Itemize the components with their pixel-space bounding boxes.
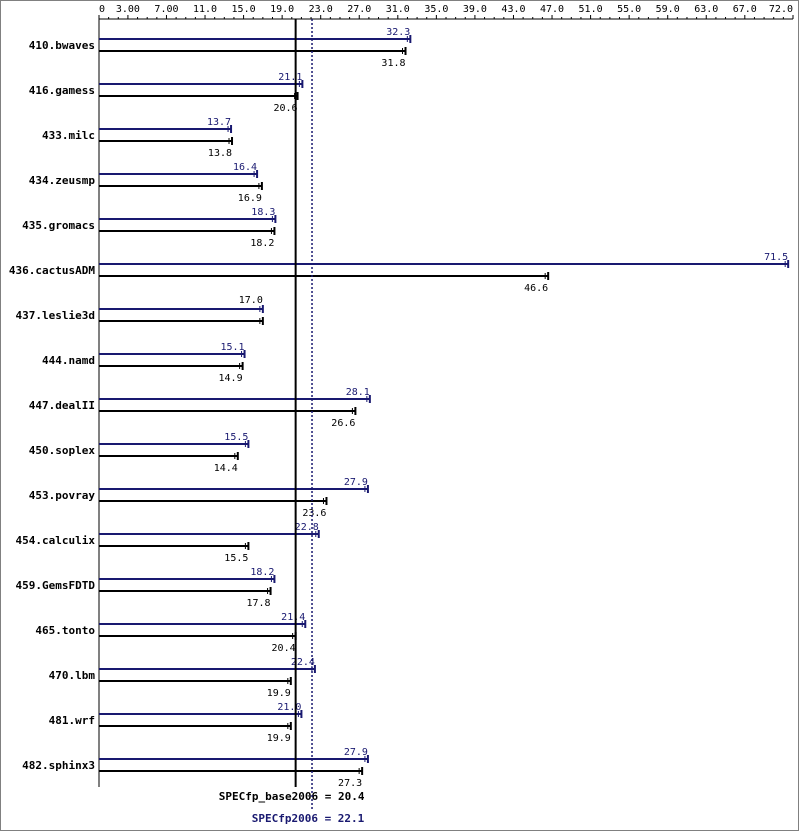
peak-value-label: 22.4 <box>291 657 315 668</box>
benchmark-label: 453.povray <box>29 489 96 502</box>
x-tick-label: 27.0 <box>347 4 371 15</box>
x-tick-label: 51.0 <box>579 4 603 15</box>
base-value-label: 23.6 <box>302 508 326 519</box>
benchmark-label: 459.GemsFDTD <box>16 579 96 592</box>
benchmark-label: 447.dealII <box>29 399 95 412</box>
benchmark-labels: 410.bwaves 416.gamess 433.milc 434.zeusmp 43… <box>9 39 95 772</box>
x-tick-label: 31.0 <box>386 4 410 15</box>
x-tick-label: 59.0 <box>656 4 680 15</box>
x-tick-label: 7.00 <box>154 4 178 15</box>
x-tick-label: 23.0 <box>309 4 333 15</box>
benchmark-label: 481.wrf <box>49 714 95 727</box>
x-tick-label: 67.0 <box>733 4 757 15</box>
benchmark-label: 444.namd <box>42 354 95 367</box>
x-tick-label: 55.0 <box>617 4 641 15</box>
benchmark-label: 450.soplex <box>29 444 96 457</box>
x-tick-label: 72.0 <box>769 4 793 15</box>
value-labels: 32.3 31.8 21.1 20.6 13.7 13.816.4 16.9 18.3 18.2… <box>207 27 788 789</box>
peak-value-label: 71.5 <box>764 252 788 263</box>
peak-value-label: 13.7 <box>207 117 231 128</box>
base_mean-label: SPECfp_base2006 = 20.4 <box>219 790 365 803</box>
x-tick-label: 35.0 <box>424 4 448 15</box>
benchmark-label: 434.zeusmp <box>29 174 96 187</box>
peak-value-label: 21.1 <box>278 72 302 83</box>
base-value-label: 31.8 <box>381 58 405 69</box>
peak-value-label: 21.0 <box>277 702 301 713</box>
peak-value-label: 21.4 <box>281 612 305 623</box>
x-tick-label: 63.0 <box>694 4 718 15</box>
peak-value-label: 15.5 <box>224 432 248 443</box>
benchmark-label: 437.leslie3d <box>16 309 95 322</box>
x-tick-label: 3.00 <box>116 4 140 15</box>
peak-value-label: 32.3 <box>386 27 410 38</box>
base-value-label: 26.6 <box>331 418 355 429</box>
x-tick-label: 39.0 <box>463 4 487 15</box>
x-tick-label: 19.0 <box>270 4 294 15</box>
x-tick-label: 15.0 <box>232 4 256 15</box>
benchmark-label: 410.bwaves <box>29 39 95 52</box>
benchmark-label: 433.milc <box>42 129 95 142</box>
benchmark-label: 470.lbm <box>49 669 96 682</box>
x-tick-label: 11.0 <box>193 4 217 15</box>
base-value-label: 17.8 <box>246 598 270 609</box>
reference-lines: SPECfp_base2006 = 20.4 SPECfp2006 = 22.1 <box>219 19 365 825</box>
peak-value-label: 27.9 <box>344 477 368 488</box>
peak-value-label: 28.1 <box>346 387 370 398</box>
base-value-label: 18.2 <box>250 238 274 249</box>
benchmark-label: 436.cactusADM <box>9 264 95 277</box>
x-tick-label: 43.0 <box>501 4 525 15</box>
bars <box>99 35 790 775</box>
base-value-label: 27.3 <box>338 778 362 789</box>
benchmark-label: 454.calculix <box>16 534 96 547</box>
benchmark-label: 416.gamess <box>29 84 95 97</box>
peak-value-label: 18.2 <box>250 567 274 578</box>
peak-value-label: 15.1 <box>220 342 244 353</box>
base-value-label: 14.4 <box>214 463 238 474</box>
x-tick-label: 0 <box>99 4 105 15</box>
base-value-label: 13.8 <box>208 148 232 159</box>
peak-value-label: 22.8 <box>295 522 319 533</box>
base-value-label: 19.9 <box>267 688 291 699</box>
base-value-label: 19.9 <box>267 733 291 744</box>
base-value-label: 17.0 <box>239 295 263 306</box>
x-axis-ticks: 0 3.00 7.00 11.0 15.0 19.0 23.0 27.0 31.0 35.0 39.… <box>98 4 794 787</box>
base-value-label: 16.9 <box>238 193 262 204</box>
base-value-label: 15.5 <box>224 553 248 564</box>
benchmark-label: 482.sphinx3 <box>22 759 95 772</box>
base-value-label: 20.4 <box>272 643 296 654</box>
peak-value-label: 27.9 <box>344 747 368 758</box>
benchmark-label: 435.gromacs <box>22 219 95 232</box>
peak_mean-label: SPECfp2006 = 22.1 <box>252 812 365 825</box>
base-value-label: 46.6 <box>524 283 548 294</box>
peak-value-label: 16.4 <box>233 162 257 173</box>
peak-value-label: 18.3 <box>251 207 275 218</box>
x-tick-label: 47.0 <box>540 4 564 15</box>
benchmark-label: 465.tonto <box>35 624 95 637</box>
base-value-label: 20.6 <box>273 103 297 114</box>
base-value-label: 14.9 <box>219 373 243 384</box>
